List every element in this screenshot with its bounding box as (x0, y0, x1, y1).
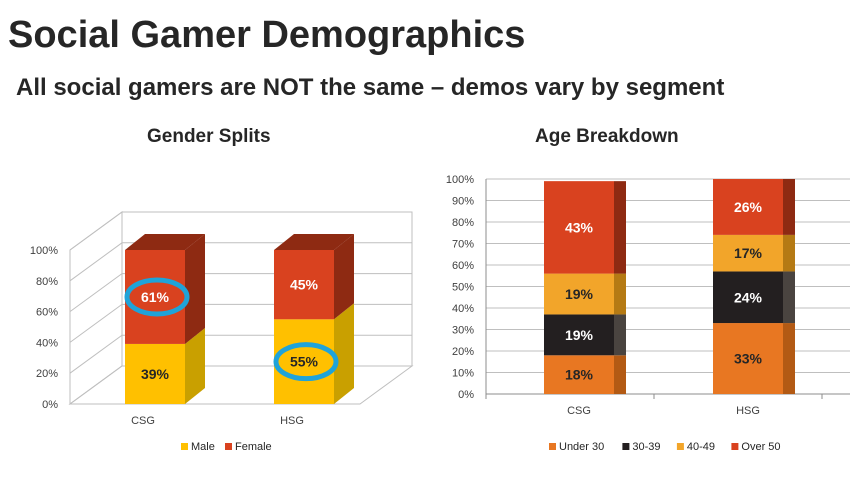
gender-highlight-csg-female (124, 277, 190, 317)
age-y-tick-label: 90% (452, 196, 474, 208)
age-bar-csg-30-39 (544, 314, 614, 356)
gender-x-tick-label: HSG (280, 415, 304, 427)
gender-bar-hsg-male (274, 319, 334, 404)
age-y-tick-label: 70% (452, 239, 474, 251)
page-title: Social Gamer Demographics (8, 14, 526, 56)
age-bar-side-hsg-40-49 (783, 234, 795, 272)
age-x-tick-label: HSG (736, 405, 760, 417)
age-bar-side-csg-under-30 (614, 355, 626, 394)
age-data-label-csg-30-39: 19% (565, 327, 594, 343)
gender-y-tick-label: 20% (36, 368, 58, 380)
gender-bar-side-hsg-female (334, 234, 354, 320)
gender-y-tick-label: 80% (36, 276, 58, 288)
age-bar-csg-under-30 (544, 355, 614, 394)
age-y-tick-label: 0% (458, 389, 474, 401)
age-legend-label-30-39: 30-39 (632, 441, 660, 453)
age-y-tick-label: 80% (452, 217, 474, 229)
gender-data-label-hsg-male: 55% (290, 354, 319, 370)
gender-bar-hsg-female (274, 250, 334, 320)
age-data-label-hsg-over-50: 26% (734, 199, 763, 215)
gender-highlight-hsg-male (273, 342, 339, 382)
gender-y-tick-label: 60% (36, 307, 58, 319)
age-data-label-hsg-30-39: 24% (734, 289, 763, 305)
gender-bar-side-csg-female (185, 234, 205, 344)
age-y-tick-label: 20% (452, 346, 474, 358)
age-bar-hsg-30-39 (713, 271, 783, 324)
gender-legend-label-female: Female (235, 441, 272, 453)
age-data-label-csg-over-50: 43% (565, 219, 594, 235)
age-bar-csg-40-49 (544, 273, 614, 315)
gender-y-tick-label: 100% (30, 245, 58, 257)
gender-legend-swatch-male (181, 443, 188, 450)
age-y-tick-label: 40% (452, 303, 474, 315)
age-legend-label-40-49: 40-49 (687, 441, 715, 453)
age-y-tick-label: 30% (452, 325, 474, 337)
gender-floor (68, 365, 414, 405)
age-x-tick-label: CSG (567, 405, 591, 417)
gender-bar-top-hsg (274, 234, 354, 250)
age-legend-swatch-30-39 (622, 443, 630, 450)
age-data-label-hsg-40-49: 17% (734, 245, 763, 261)
age-bar-side-csg-30-39 (614, 314, 626, 356)
age-bar-side-hsg-30-39 (783, 271, 795, 324)
age-data-label-csg-40-49: 19% (565, 286, 594, 302)
gender-x-tick-label: CSG (131, 415, 155, 427)
age-bar-side-csg-over-50 (614, 181, 626, 274)
gender-bar-top-csg (125, 234, 205, 250)
gender-y-tick-label: 40% (36, 337, 58, 349)
gender-legend-label-male: Male (191, 441, 215, 453)
gender-data-label-csg-male: 39% (141, 366, 170, 382)
age-data-label-csg-under-30: 18% (565, 367, 594, 383)
page-subtitle: All social gamers are NOT the same – dem… (16, 74, 725, 101)
gender-bar-csg-female (125, 250, 185, 344)
age-bar-hsg-40-49 (713, 234, 783, 272)
gender-bar-side-csg-male (185, 327, 205, 404)
age-y-tick-label: 60% (452, 260, 474, 272)
gender-bar-csg-male (125, 343, 185, 404)
gender-chart-title: Gender Splits (147, 126, 271, 147)
age-bar-side-csg-40-49 (614, 273, 626, 315)
age-bar-side-hsg-over-50 (783, 179, 795, 235)
gender-legend-swatch-female (225, 443, 232, 450)
age-bar-hsg-under-30 (713, 323, 783, 394)
age-chart-title: Age Breakdown (535, 126, 679, 147)
age-legend-swatch-under-30 (549, 443, 556, 450)
age-y-tick-label: 100% (446, 174, 474, 186)
gender-data-label-csg-female: 61% (141, 289, 170, 305)
age-legend-swatch-40-49 (676, 443, 684, 450)
age-legend-swatch-over-50 (731, 443, 739, 450)
age-y-tick-label: 10% (452, 368, 474, 380)
age-legend-label-over-50: Over 50 (741, 441, 780, 453)
gender-data-label-hsg-female: 45% (290, 277, 319, 293)
age-data-label-hsg-under-30: 33% (734, 351, 763, 367)
age-y-tick-label: 50% (452, 282, 474, 294)
gender-bar-side-hsg-male (334, 303, 354, 404)
gender-y-tick-label: 0% (42, 399, 58, 411)
age-bar-side-hsg-under-30 (783, 323, 795, 394)
age-bar-csg-over-50 (544, 181, 614, 274)
gender-gridline (69, 211, 412, 251)
age-bar-hsg-over-50 (713, 179, 783, 235)
age-legend-label-under-30: Under 30 (559, 441, 604, 453)
